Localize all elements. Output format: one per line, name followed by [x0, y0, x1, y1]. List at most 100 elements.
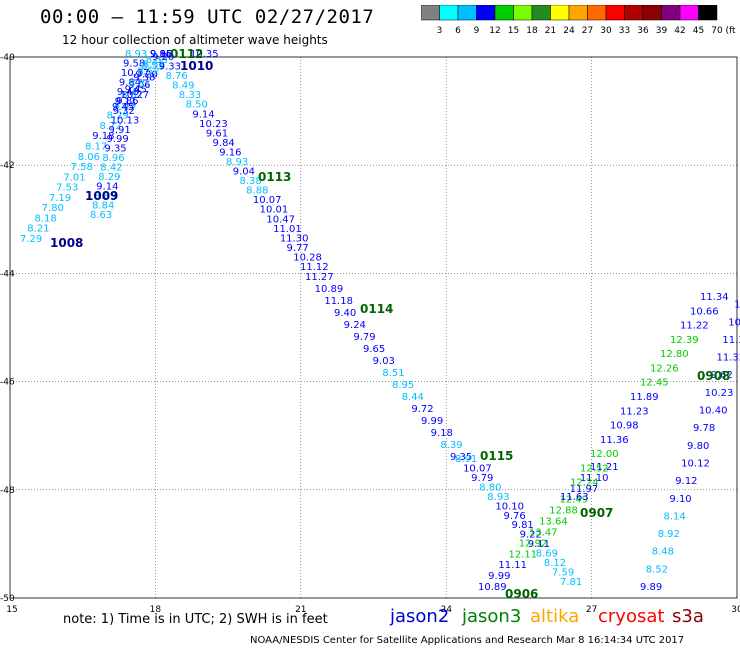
swh-value: 8.18 [34, 213, 56, 224]
swh-value: 7.19 [49, 193, 71, 204]
legend-label: 45 [693, 26, 704, 36]
swh-value: 9.03 [373, 356, 395, 367]
legend-label: 18 [526, 26, 538, 36]
satellite-cryosat: cryosat [598, 606, 665, 627]
legend-label: 6 [455, 26, 461, 36]
track-time-label: 1008 [50, 236, 83, 250]
swh-value: 9.84 [213, 138, 235, 149]
swh-value: 11.21 [590, 462, 619, 473]
swh-value: 11.27 [305, 272, 334, 283]
swh-value: 9.61 [206, 128, 228, 139]
swh-value: 12.49 [559, 495, 588, 506]
swh-value: 12.26 [650, 363, 679, 374]
legend-label: 36 [637, 26, 649, 36]
track-time-label: 0112 [170, 47, 203, 61]
swh-value: 10.28 [293, 252, 322, 263]
legend-label: 24 [563, 26, 575, 36]
swh-value: 9.96 [150, 49, 172, 60]
swh-value: 8.81 [129, 78, 151, 89]
swh-value: 8.80 [479, 482, 501, 493]
x-tick-label: 30 [731, 605, 740, 615]
swh-value: 7.59 [552, 568, 574, 579]
satellite-s3a: s3a [672, 606, 704, 627]
swh-value: 9.11 [115, 96, 137, 107]
swh-value: 9.12 [675, 476, 697, 487]
swh-value: 8.39 [440, 440, 462, 451]
swh-value: 12.11 [509, 549, 538, 560]
map-frame [9, 56, 738, 599]
satellite-altika: altika [530, 606, 580, 627]
satellite-jason3: jason3 [462, 606, 522, 627]
swh-value: 8.76 [165, 71, 187, 82]
swh-value: 9.33 [159, 62, 181, 73]
swh-value: 9.79 [353, 332, 375, 343]
swh-value: 9.77 [287, 243, 309, 254]
swh-value: 7.58 [71, 162, 93, 173]
swh-value: 9.80 [687, 441, 709, 452]
swh-value: 8.49 [114, 100, 136, 111]
swh-value: 13.47 [529, 527, 558, 538]
swh-value: 9.35 [450, 452, 472, 463]
swh-value: 11.37 [722, 335, 740, 346]
swh-value: 13.64 [539, 517, 568, 528]
legend-label: 42 [674, 26, 685, 36]
swh-value: 10.27 [120, 90, 149, 101]
swh-value: 11.63 [560, 492, 589, 503]
swh-value: 9.99 [488, 571, 510, 582]
legend-label: (ft) [725, 26, 736, 36]
swh-value: 9.85 [150, 49, 172, 60]
swh-value: 12.00 [590, 449, 619, 460]
swh-value: 8.96 [102, 153, 124, 164]
swh-value: 12.88 [549, 506, 578, 517]
track-time-label: 0114 [360, 302, 393, 316]
swh-value: 8.33 [179, 90, 201, 101]
x-tick-label: 18 [150, 605, 162, 615]
swh-value: 8.21 [27, 224, 49, 235]
swh-value: 9.40 [334, 308, 356, 319]
swh-value: 8.93 [226, 157, 248, 168]
swh-value: 7.01 [63, 172, 85, 183]
swh-value: 8.51 [382, 368, 404, 379]
swh-value: 9.14 [96, 182, 118, 193]
swh-value: 9.20 [136, 70, 158, 81]
swh-value: 8.95 [392, 380, 414, 391]
swh-value: 8.44 [402, 392, 424, 403]
swh-value: 12.39 [670, 335, 699, 346]
swh-value: 10.10 [495, 501, 524, 512]
swh-value: 8.14 [664, 511, 686, 522]
track-time-label: 0906 [505, 587, 538, 601]
swh-value: 10.07 [253, 195, 282, 206]
swh-value: 8.84 [92, 201, 114, 212]
satellite-jason2: jason2 [390, 606, 450, 627]
swh-value: 9.38 [133, 73, 155, 84]
swh-value: 10.23 [199, 119, 228, 130]
swh-value: 9.79 [471, 473, 493, 484]
track-time-label: 0115 [480, 449, 513, 463]
legend-label: 3 [437, 26, 443, 36]
swh-value: 8.93 [487, 492, 509, 503]
swh-value: 9.18 [92, 131, 114, 142]
swh-value: 9.11 [528, 539, 550, 550]
swh-value: 11.22 [680, 321, 709, 332]
swh-value: 11.10 [580, 473, 609, 484]
y-tick-label: -40 [0, 53, 15, 63]
swh-value: 8.63 [90, 210, 112, 221]
swh-value: 11.18 [324, 296, 353, 307]
swh-value: 9.45 [112, 102, 134, 113]
y-tick-label: -46 [0, 378, 15, 388]
swh-value: 8.38 [239, 176, 261, 187]
swh-value: 12.45 [640, 378, 669, 389]
y-tick-label: -50 [0, 594, 15, 604]
y-tick-label: -42 [0, 161, 15, 171]
swh-value: 11.32 [716, 353, 740, 364]
swh-value: 10.07 [463, 463, 492, 474]
swh-value: 10.35 [190, 49, 219, 60]
swh-value: 9.84 [119, 77, 141, 88]
swh-value: 9.89 [640, 582, 662, 593]
swh-value: 9.99 [106, 134, 128, 145]
swh-value: 11.11 [498, 560, 527, 571]
legend-label: 70 [711, 26, 723, 36]
legend-label: 30 [600, 26, 612, 36]
legend-label: 9 [474, 26, 480, 36]
swh-value: 10.23 [705, 388, 734, 399]
